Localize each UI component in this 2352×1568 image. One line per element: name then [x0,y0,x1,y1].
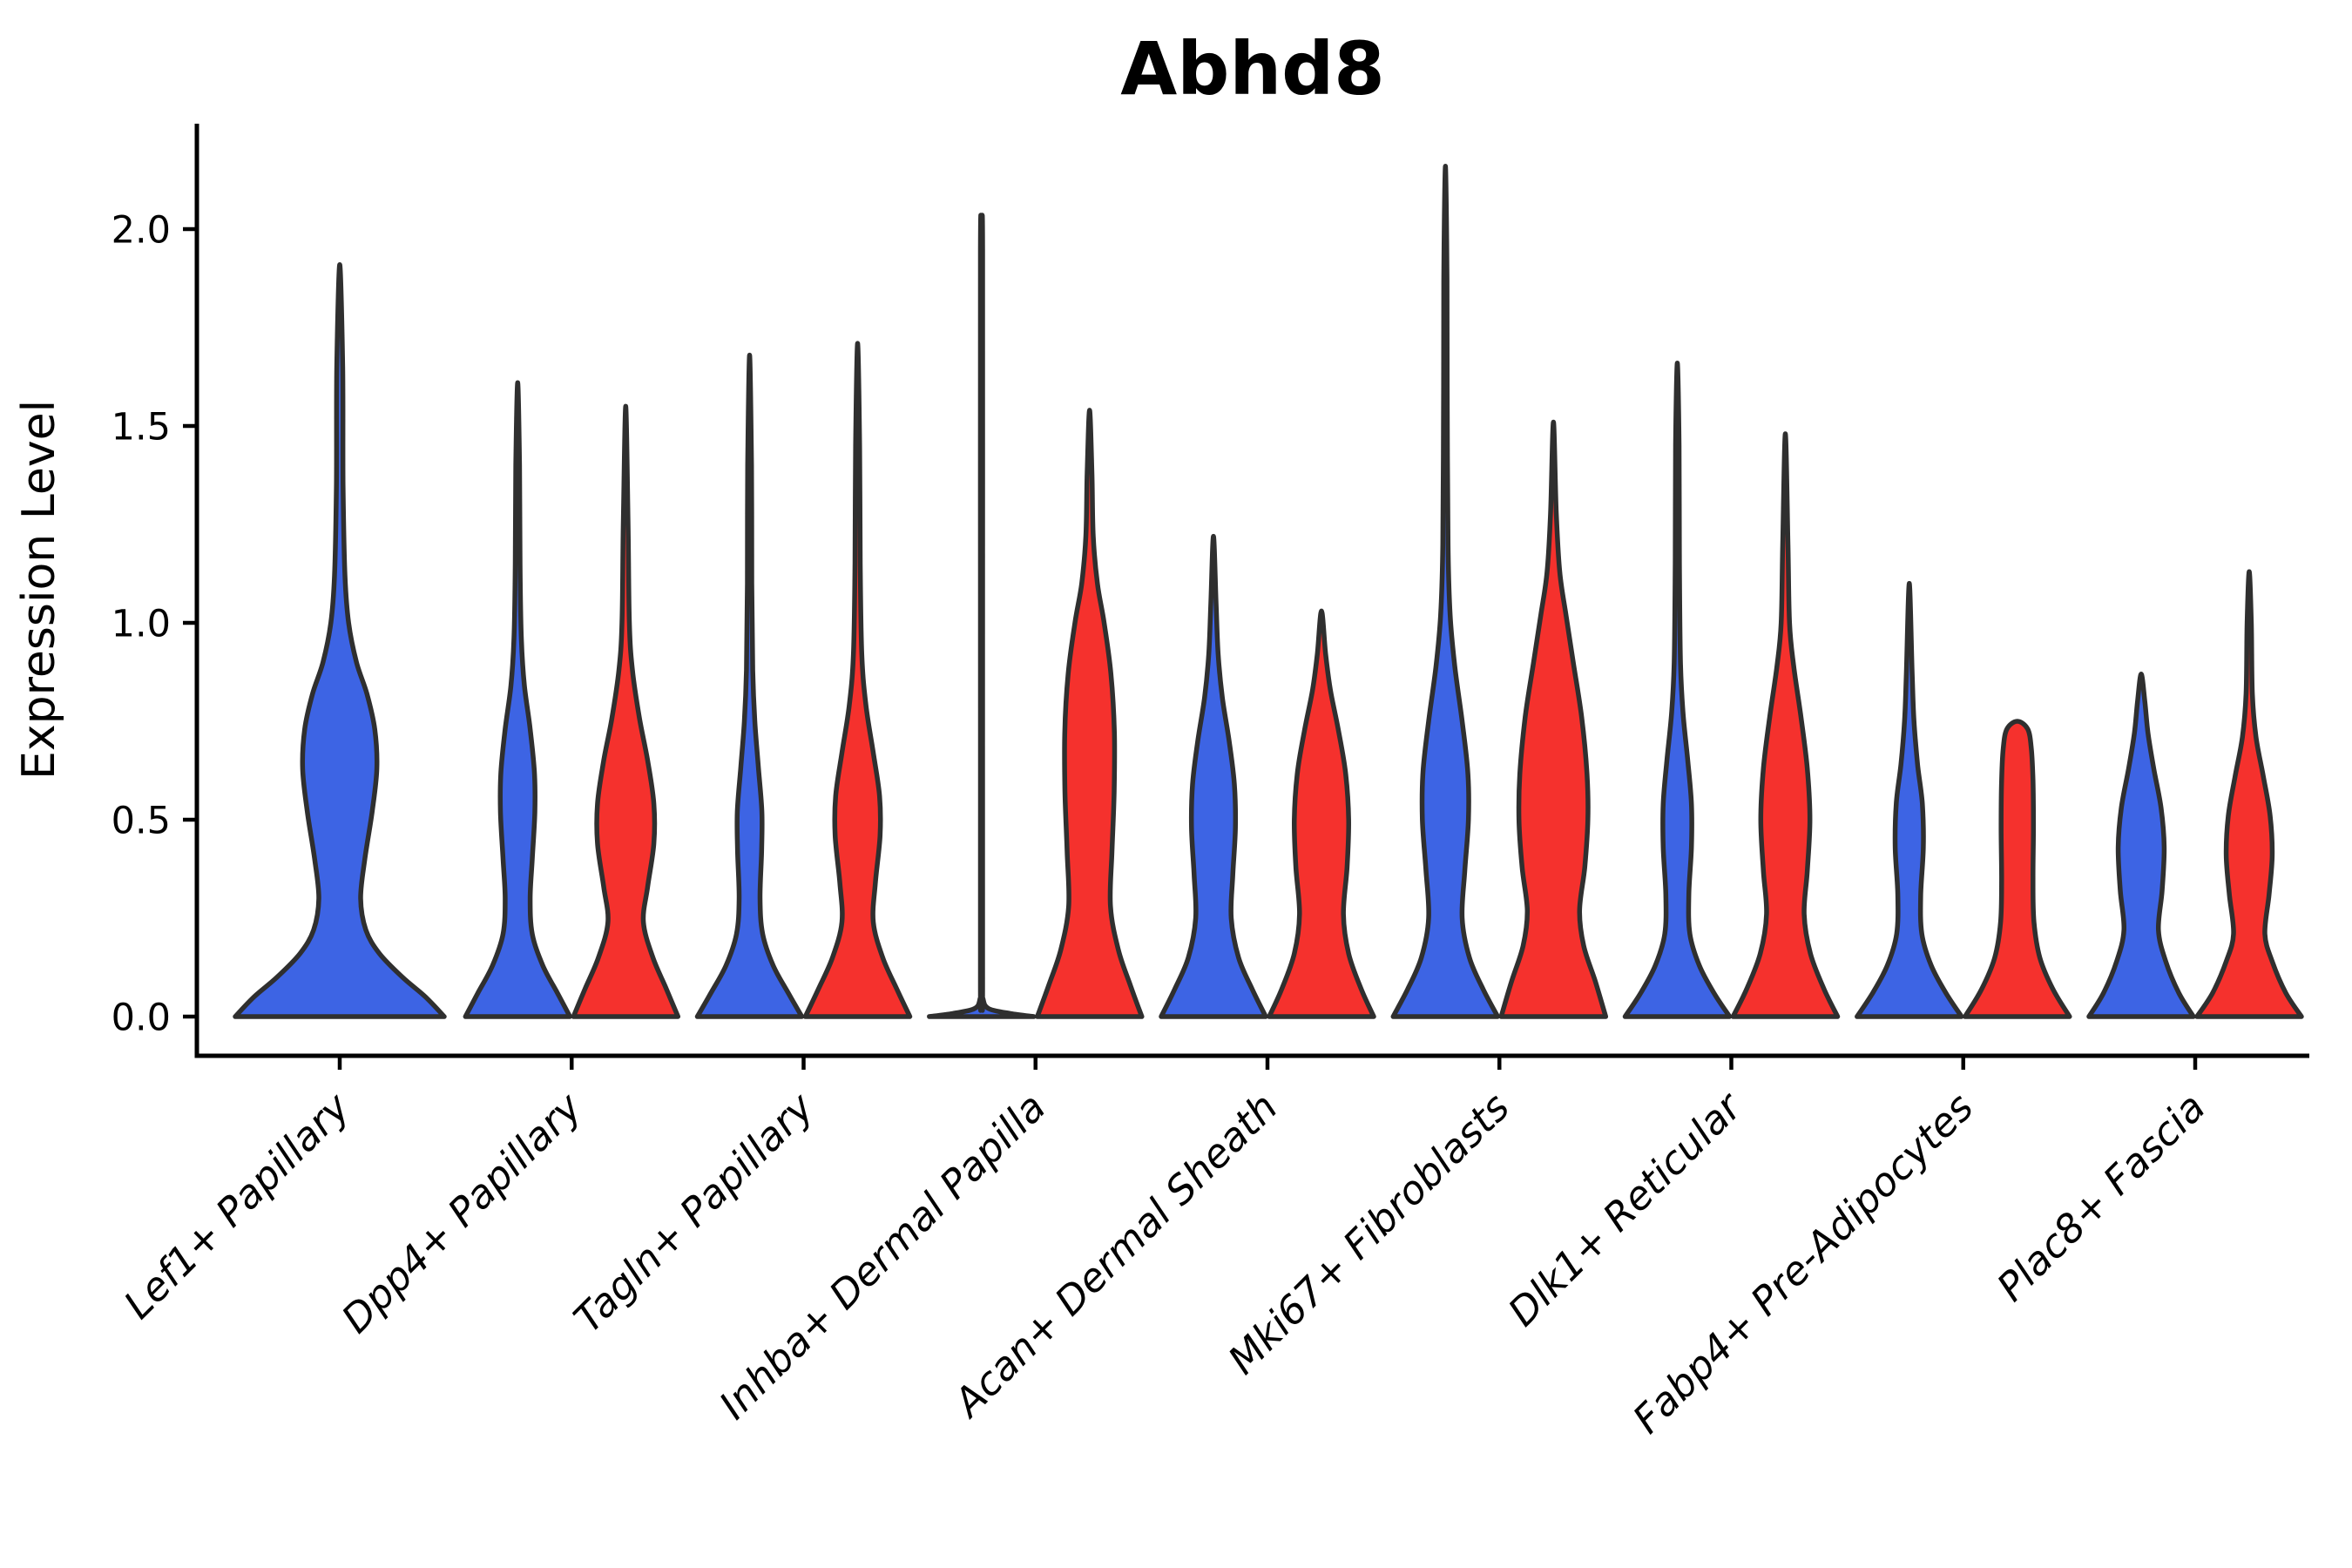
x-tick-label-dlk1-reticular: Dlk1+ Reticular [1499,1083,1752,1335]
violin-mki67-fibroblasts-blue [1390,163,1501,1019]
violin-inhba-dermal-papilla-blue [927,213,1037,1019]
x-tick-label-tagln-papillary: Tagln+ Papillary [564,1083,823,1342]
violin-dpp4-papillary-red [571,403,681,1019]
violin-tagln-papillary-blue [694,352,805,1019]
violin-fabp4-pre-adipocytes-blue [1855,581,1964,1019]
violin-fabp4-pre-adipocytes-red [1963,719,2072,1019]
chart-title: Abhd8 [1120,26,1385,112]
violin-acan-dermal-sheath-red [1267,608,1376,1019]
violin-dlk1-reticular-blue [1622,360,1733,1019]
y-tick-label: 1.5 [112,405,171,449]
violin-inhba-dermal-papilla-red [1035,408,1145,1019]
x-tick-label-dpp4-papillary: Dpp4+ Papillary [333,1083,591,1342]
x-tick-label-lef1-papillary: Lef1+ Papillary [115,1083,360,1328]
x-tick-label-plac8-fascia: Plac8+ Fascia [1988,1084,2214,1310]
y-tick-label: 0.0 [112,996,171,1039]
y-axis-label: Expression Level [13,400,65,780]
y-tick-label: 2.0 [112,208,171,252]
y-tick-label: 1.0 [112,602,171,645]
violin-tagln-papillary-red [802,341,913,1019]
violin-acan-dermal-sheath-blue [1159,533,1268,1019]
violin-dlk1-reticular-red [1730,431,1841,1019]
violin-lef1-papillary-blue [233,261,447,1019]
y-tick-label: 0.5 [112,799,171,842]
violin-plac8-fascia-red [2194,569,2304,1019]
violin-mki67-fibroblasts-red [1498,419,1609,1019]
violin-dpp4-papillary-blue [463,380,573,1019]
violin-plac8-fascia-blue [2086,672,2196,1019]
